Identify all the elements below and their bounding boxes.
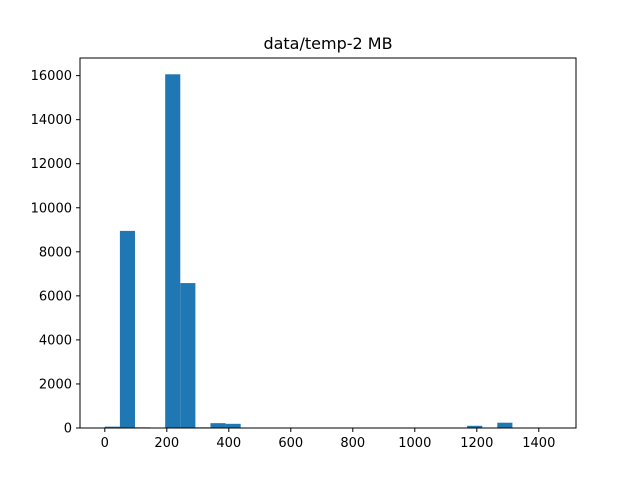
x-tick-label: 1400 xyxy=(522,436,555,451)
histogram-bar-5 xyxy=(180,283,196,428)
histogram-bar-7 xyxy=(210,423,226,428)
x-tick-label: 200 xyxy=(154,436,179,451)
histogram-bar-1 xyxy=(119,230,135,428)
x-tick-label: 1000 xyxy=(398,436,431,451)
histogram-bar-24 xyxy=(467,425,483,428)
x-tick-label: 600 xyxy=(278,436,303,451)
bars-group xyxy=(104,74,558,429)
plot-frame xyxy=(79,57,577,429)
x-tick-label: 800 xyxy=(340,436,365,451)
y-tick-label: 16000 xyxy=(31,69,72,84)
y-tick-label: 4000 xyxy=(39,333,72,348)
histogram-bar-0 xyxy=(104,426,120,428)
x-tick-label: 1200 xyxy=(460,436,493,451)
x-axis: 0 200 400 600 800 1000 1200 1400 xyxy=(101,428,555,451)
histogram-bar-8 xyxy=(225,423,241,428)
y-axis: 0 2000 4000 6000 8000 10000 12000 14000 16000 xyxy=(31,69,80,437)
y-tick-label: 2000 xyxy=(39,377,72,392)
histogram-bar-4 xyxy=(165,74,181,429)
y-tick-label: 14000 xyxy=(31,113,72,128)
y-tick-label: 10000 xyxy=(31,201,72,216)
x-tick-label: 0 xyxy=(101,436,109,451)
y-tick-label: 8000 xyxy=(39,245,72,260)
y-tick-label: 0 xyxy=(64,422,72,437)
histogram-bar-26 xyxy=(497,422,513,428)
y-tick-label: 6000 xyxy=(39,289,72,304)
x-tick-label: 400 xyxy=(216,436,241,451)
chart-title: data/temp-2 MB xyxy=(263,34,392,53)
y-tick-label: 12000 xyxy=(31,157,72,172)
